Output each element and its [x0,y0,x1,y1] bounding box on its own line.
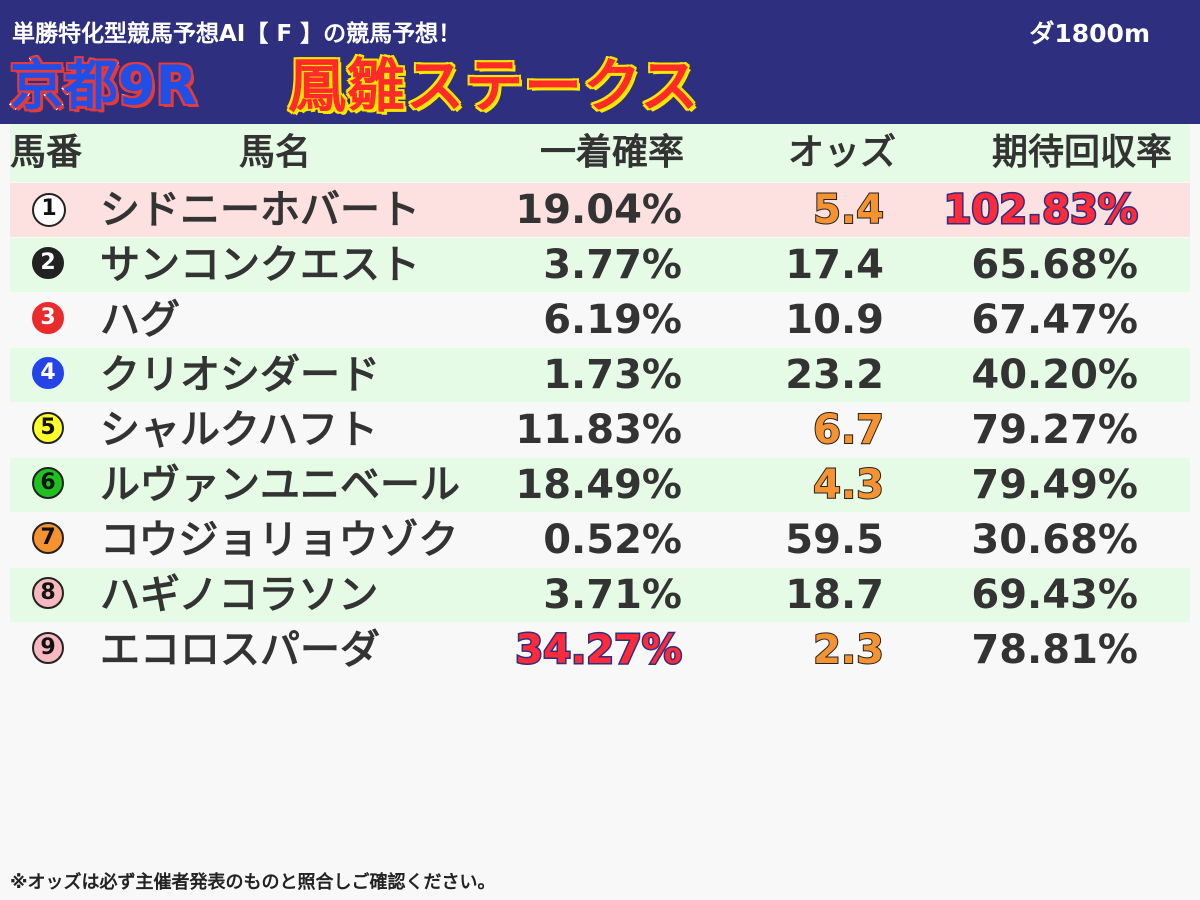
expected-return: 65.68% [971,242,1138,288]
win-probability: 6.19% [543,297,682,343]
column-header-win-prob: 一着確率 [539,132,684,173]
table-row: 9 エコロスパーダ 34.27% 2.3 78.81% [10,623,1190,677]
horse-number-badge: 4 [32,357,64,389]
horse-number-badge: 5 [32,412,64,444]
table-row: 1 シドニーホバート 19.04% 5.4 102.83% [10,183,1190,237]
odds: 5.4 [812,186,885,234]
odds: 6.7 [812,406,885,454]
odds: 2.3 [812,626,885,674]
horse-name: エコロスパーダ [100,627,380,673]
horse-name: サンコンクエスト [100,242,420,288]
win-probability: 1.73% [543,352,682,398]
table-row: 8 ハギノコラソン 3.71% 18.7 69.43% [10,568,1190,622]
horse-number-badge: 3 [32,302,64,334]
expected-return: 102.83% [942,186,1139,235]
header-bar: 単勝特化型競馬予想AI【 F 】の競馬予想！ ダ1800m 京都9R 鳳雛ステー… [0,0,1200,124]
table-row: 4 クリオシダード 1.73% 23.2 40.20% [10,348,1190,402]
win-probability: 3.77% [543,242,682,288]
site-subtitle: 単勝特化型競馬予想AI【 F 】の競馬予想！ [12,21,462,47]
horse-name: クリオシダード [100,352,380,398]
expected-return: 79.27% [971,407,1138,453]
table-row: 5 シャルクハフト 11.83% 6.7 79.27% [10,403,1190,457]
horse-number-badge: 7 [32,522,64,554]
expected-return: 40.20% [971,352,1138,398]
odds: 59.5 [785,517,884,563]
horse-name: ハグ [100,297,180,343]
horse-number-badge: 6 [32,467,64,499]
horse-name: ルヴァンユニベール [100,462,460,508]
race-distance: ダ1800m [1029,19,1150,48]
race-name: 鳳雛ステークス [286,51,700,122]
win-probability: 0.52% [543,517,682,563]
horse-number-badge: 2 [32,247,64,279]
win-probability: 11.83% [515,407,682,453]
win-probability: 3.71% [543,572,682,618]
expected-return: 79.49% [971,462,1138,508]
table-row: 3 ハグ 6.19% 10.9 67.47% [10,293,1190,347]
horse-name: コウジョリョウゾク [100,517,459,563]
column-header-odds: オッズ [787,132,896,173]
odds: 18.7 [785,572,884,618]
horse-number-badge: 1 [32,193,66,227]
odds: 10.9 [785,297,884,343]
horse-number-badge: 8 [32,577,64,609]
column-header-expected-return: 期待回収率 [991,132,1172,173]
odds: 17.4 [785,242,884,288]
column-header-name: 馬名 [238,132,311,173]
expected-return: 69.43% [971,572,1138,618]
horse-name: シャルクハフト [100,407,378,453]
expected-return: 78.81% [971,627,1138,673]
odds: 23.2 [785,352,884,398]
race-number: 京都9R [8,53,198,119]
horse-name: ハギノコラソン [100,572,379,618]
expected-return: 30.68% [971,517,1138,563]
odds: 4.3 [812,461,885,509]
column-header-number: 馬番 [10,132,83,173]
horse-number-badge: 9 [32,632,64,664]
odds-disclaimer: ※オッズは必ず主催者発表のものと照合しご確認ください。 [10,872,496,893]
win-probability: 19.04% [515,187,682,233]
win-probability: 18.49% [515,462,682,508]
expected-return: 67.47% [971,297,1138,343]
prediction-table: 馬番 馬名 一着確率 オッズ 期待回収率 1 シドニーホバート 19.04% 5… [10,124,1190,678]
horse-name: シドニーホバート [100,187,420,233]
win-probability: 34.27% [514,626,684,675]
table-row: 2 サンコンクエスト 3.77% 17.4 65.68% [10,238,1190,292]
table-row: 7 コウジョリョウゾク 0.52% 59.5 30.68% [10,513,1190,567]
table-header: 馬番 馬名 一着確率 オッズ 期待回収率 [10,124,1190,182]
table-row: 6 ルヴァンユニベール 18.49% 4.3 79.49% [10,458,1190,512]
